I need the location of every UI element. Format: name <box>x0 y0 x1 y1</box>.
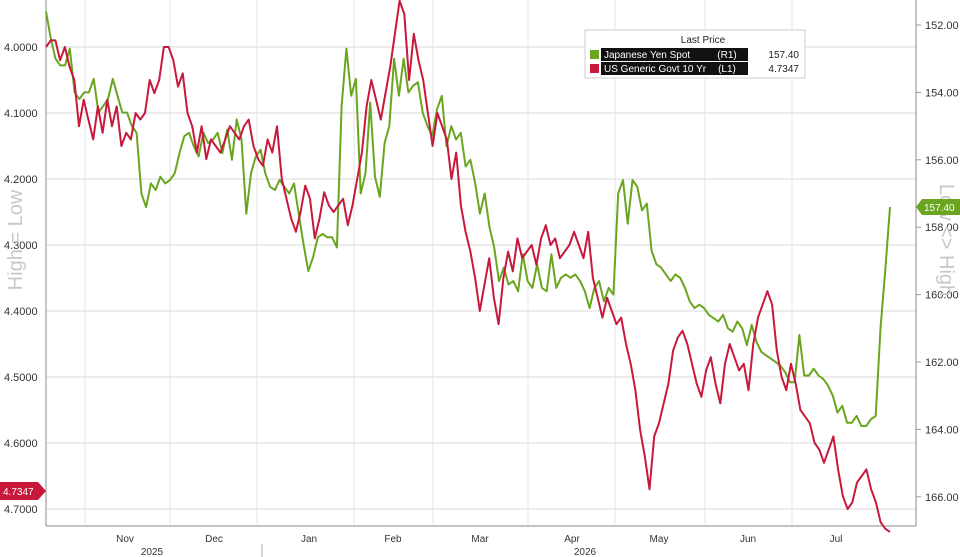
x-axis: Nov Dec Jan Feb Mar Apr May Jun Jul 2025 2026 <box>45 0 917 557</box>
y-left-tick-label: 4.1000 <box>4 108 38 120</box>
y-left-tick-label: 4.2000 <box>4 174 38 186</box>
legend: Last Price Japanese Yen Spot (R1) 157.40 US … <box>584 29 806 79</box>
legend-swatch <box>590 50 599 59</box>
y-right-tick-label: 160.00 <box>925 290 959 302</box>
y-left-tick-label: 4.3000 <box>4 240 38 252</box>
y-right-tick-label: 164.00 <box>925 424 959 436</box>
x-tick-label: Nov <box>116 534 134 545</box>
legend-entry-tag: (R1) <box>717 50 736 61</box>
x-tick-label: May <box>650 534 669 545</box>
y-right-tick-label: 156.00 <box>925 155 959 167</box>
x-year-label: 2025 <box>141 547 164 557</box>
y-left-tick-label: 4.4000 <box>4 306 38 318</box>
legend-label-bg <box>601 48 748 61</box>
x-tick-label: Dec <box>205 534 223 545</box>
legend-title: Last Price <box>681 35 726 46</box>
series-line-us-10yr <box>45 0 891 533</box>
x-tick-label: Jul <box>830 534 843 545</box>
badge-right-yen <box>916 198 960 215</box>
x-tick-label: Apr <box>564 534 580 545</box>
y-left-title: High = Low <box>5 189 27 290</box>
y-left-tick-label: 4.5000 <box>4 372 38 384</box>
y-left-tick-label: 4.7000 <box>4 504 38 516</box>
last-value-badges: 157.40 4.7347 <box>0 198 960 500</box>
y-right-tick-label: 158.00 <box>925 222 959 234</box>
y-left-tick-label: 4.6000 <box>4 438 38 450</box>
legend-entry-name: Japanese Yen Spot <box>604 50 690 61</box>
legend-entry-tag: (L1) <box>718 64 736 75</box>
plot-lines <box>45 0 891 533</box>
legend-label-bg <box>601 62 748 75</box>
y-axis-left: 4.0000 4.1000 4.2000 4.3000 4.4000 4.5000 4.60… <box>4 42 38 516</box>
y-left-tick-label: 4.0000 <box>4 42 38 54</box>
x-tick-label: Jun <box>740 534 756 545</box>
series-line-japanese-yen <box>45 11 891 427</box>
badge-right-yen-text: 157.40 <box>924 203 955 214</box>
y-right-tick-label: 154.00 <box>925 87 959 99</box>
x-tick-label: Mar <box>471 534 489 545</box>
x-tick-label: Feb <box>384 534 402 545</box>
legend-entry-name: US Generic Govt 10 Yr <box>604 64 707 75</box>
legend-entry-last: 4.7347 <box>768 64 799 75</box>
y-right-tick-label: 152.00 <box>925 20 959 32</box>
legend-swatch <box>590 64 599 73</box>
y-right-tick-label: 162.00 <box>925 357 959 369</box>
x-year-label: 2026 <box>574 547 597 557</box>
badge-left-us10yr <box>0 482 46 500</box>
y-right-tick-label: 166.00 <box>925 492 959 504</box>
badge-left-us10yr-text: 4.7347 <box>3 487 34 498</box>
legend-entry-last: 157.40 <box>768 50 799 61</box>
x-tick-label: Jan <box>301 534 317 545</box>
